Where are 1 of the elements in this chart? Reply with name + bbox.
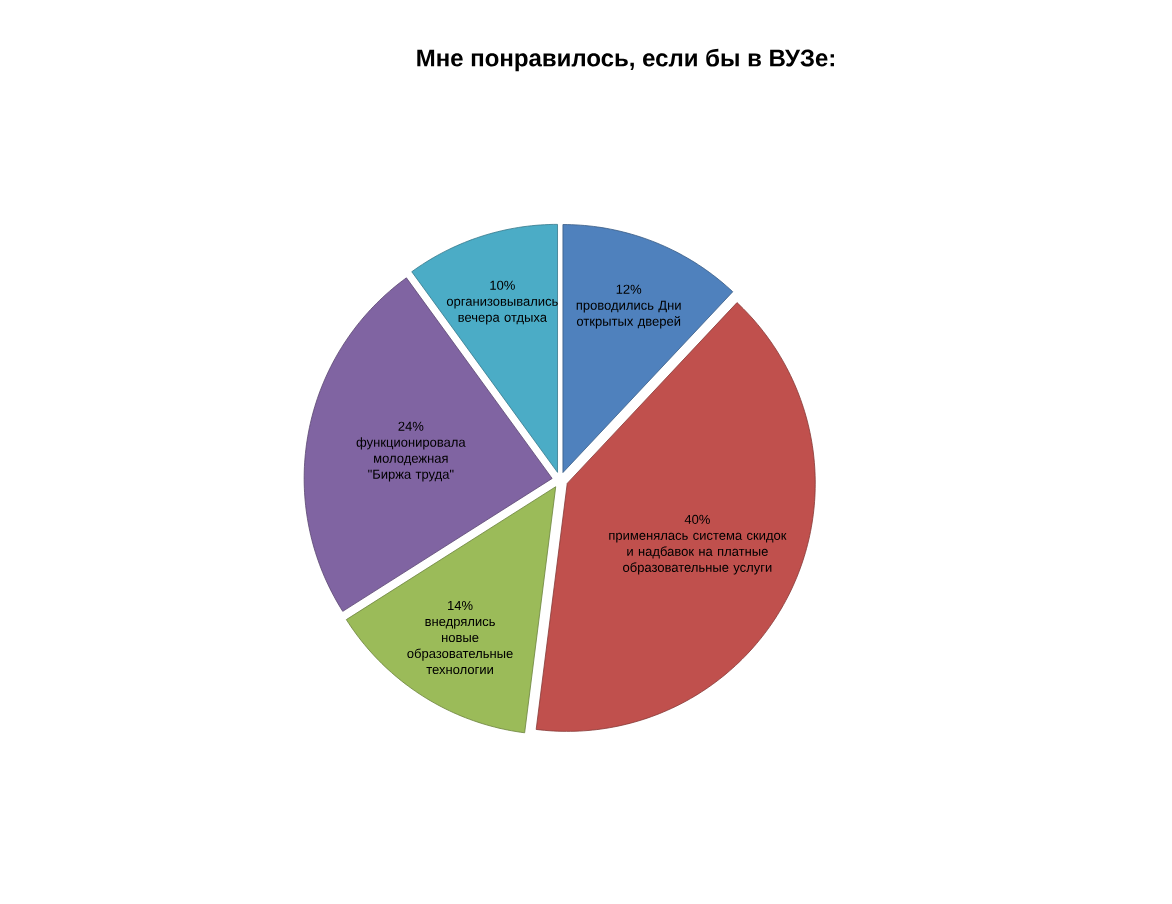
chart-title: Мне понравилось, если бы в ВУЗе: xyxy=(417,48,834,72)
